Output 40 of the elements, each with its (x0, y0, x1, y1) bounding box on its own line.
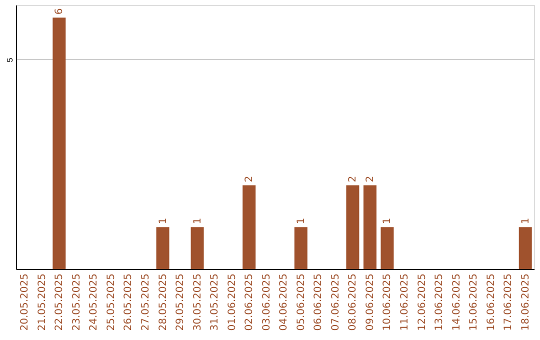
x-tick-label: 17.06.2025 (503, 274, 514, 331)
y-tick-label: 5 (6, 57, 14, 62)
x-tick-label: 29.05.2025 (175, 274, 186, 331)
x-tick-label: 14.06.2025 (451, 274, 462, 331)
x-tick-label: 30.05.2025 (192, 274, 204, 331)
x-tick-label: 11.06.2025 (400, 274, 410, 331)
x-tick-label: 27.05.2025 (140, 274, 152, 331)
x-tick-label: 18.06.2025 (520, 274, 532, 331)
x-tick-label: 10.06.2025 (382, 274, 394, 331)
x-tick-label: 26.05.2025 (123, 274, 134, 331)
x-tick-label: 02.06.2025 (244, 274, 256, 331)
x-tick-label: 13.06.2025 (434, 274, 446, 331)
x-tick-label: 28.05.2025 (158, 274, 169, 331)
x-tick-label: 06.06.2025 (313, 274, 324, 331)
x-tick-label: 01.06.2025 (226, 274, 238, 331)
x-tick-label: 03.06.2025 (261, 274, 272, 331)
x-tick-label: 09.06.2025 (364, 274, 376, 331)
data-label: 1 (382, 218, 394, 224)
data-label: 1 (192, 218, 204, 224)
data-label: 2 (348, 176, 359, 182)
data-label: 1 (296, 218, 307, 224)
x-tick-label: 23.05.2025 (71, 274, 82, 331)
data-label: 1 (158, 218, 169, 224)
x-tick-label: 20.05.2025 (20, 274, 31, 331)
x-tick-label: 12.06.2025 (416, 274, 428, 331)
data-label: 1 (520, 218, 532, 224)
x-tick-label: 31.05.2025 (210, 274, 221, 331)
x-tick-label: 16.06.2025 (486, 274, 497, 331)
x-tick-label: 04.06.2025 (278, 274, 290, 331)
x-tick-label: 25.05.2025 (106, 274, 117, 331)
x-tick-label: 05.06.2025 (296, 274, 307, 331)
data-label: 2 (244, 176, 256, 182)
x-tick-label: 15.06.2025 (468, 274, 480, 331)
x-tick-label: 22.05.2025 (54, 274, 66, 331)
x-tick-label: 21.05.2025 (36, 274, 48, 331)
x-tick-label: 07.06.2025 (330, 274, 342, 331)
x-tick-label: 24.05.2025 (88, 274, 100, 331)
x-tick-label: 08.06.2025 (348, 274, 359, 331)
data-label: 6 (54, 8, 66, 15)
data-label: 2 (364, 176, 376, 182)
